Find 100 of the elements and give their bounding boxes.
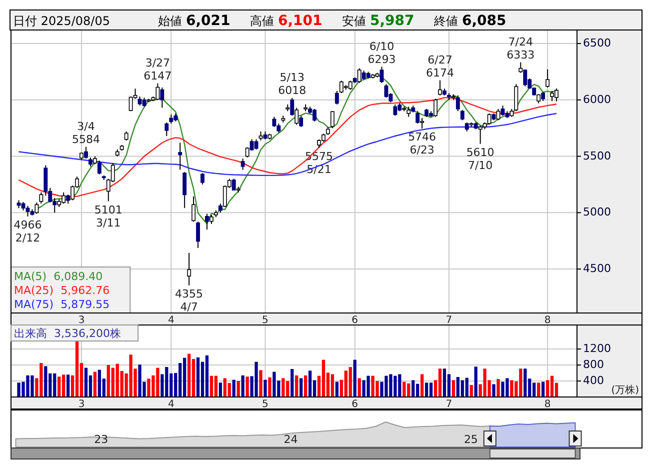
bar [492, 384, 496, 397]
bar [214, 376, 218, 397]
bar [546, 380, 550, 397]
bar [424, 382, 428, 397]
bar [264, 380, 267, 397]
bar [358, 378, 361, 397]
y-tick-label: 1200 [583, 342, 611, 356]
bar [429, 382, 433, 397]
bar [541, 382, 545, 397]
candlestick [182, 172, 187, 209]
x-tick-label: 7 [446, 399, 452, 410]
x-tick-label: 3 [78, 399, 85, 410]
bar [442, 368, 446, 397]
candlestick [192, 196, 196, 222]
bar [232, 380, 236, 397]
candlestick [124, 130, 128, 141]
x-tick-label: 5 [262, 315, 268, 326]
candlestick [416, 110, 420, 124]
candlestick [209, 214, 214, 224]
x-tick-label: 23 [94, 433, 108, 446]
annotation: 4966 2/12 [14, 218, 42, 244]
candlestick [258, 130, 263, 141]
text: MA(25) 5,962.76 [14, 284, 110, 297]
line-series [18, 112, 558, 176]
bar [465, 378, 468, 397]
candlestick [393, 104, 398, 116]
y-tick-label: 4500 [583, 262, 611, 276]
bar [268, 377, 272, 397]
candlestick [142, 97, 146, 108]
candlestick [546, 68, 550, 88]
candlestick [348, 80, 352, 90]
candlestick [380, 66, 384, 84]
x-tick-label: 8 [544, 315, 551, 326]
bar [335, 382, 338, 397]
x-tick-label: 6 [352, 399, 358, 410]
annotation: 5610 7/10 [466, 146, 494, 172]
annotation: 6/27 6174 [426, 53, 454, 80]
candlestick [438, 80, 442, 96]
bar [474, 366, 478, 397]
bar [66, 374, 70, 397]
y-tick-label: 400 [583, 374, 604, 388]
bar [295, 375, 298, 397]
text: 高値 6,101 [250, 13, 322, 29]
bar [322, 360, 326, 397]
candlestick [460, 110, 464, 121]
text: MA(5) 6,089.40 [14, 270, 103, 283]
bar [304, 375, 308, 397]
bar [537, 382, 540, 397]
candlestick [294, 107, 299, 126]
candlestick [254, 138, 258, 150]
candlestick [128, 96, 133, 112]
candlestick [456, 94, 460, 112]
annotation: 6/10 6293 [368, 40, 396, 66]
bar [330, 374, 334, 397]
bar [84, 368, 88, 397]
bar [353, 360, 356, 397]
text: 始値 6,021 [158, 13, 230, 29]
bar [196, 357, 200, 397]
x-tick-label: 24 [284, 433, 298, 446]
bar [348, 367, 352, 397]
annotation: 3/4 5584 [72, 120, 100, 146]
x-tick-label: 3 [78, 315, 85, 326]
annotation: 5101 3/11 [94, 203, 122, 230]
candlestick [200, 172, 204, 185]
text: 安値 5,987 [342, 13, 414, 29]
bar [412, 380, 415, 397]
bar [290, 369, 294, 397]
candlestick [138, 96, 142, 106]
y-tick-label: 5000 [583, 206, 611, 219]
bar [205, 355, 209, 397]
text: MA(75) 5,879.55 [14, 298, 110, 311]
text: 終値 6,085 [433, 13, 506, 29]
bar [300, 378, 303, 397]
bar [246, 376, 249, 397]
bar [44, 366, 48, 397]
candlestick [330, 110, 334, 129]
bar [58, 376, 61, 397]
bar [438, 368, 442, 397]
x-tick-label: 6 [352, 315, 358, 326]
candlestick [384, 84, 388, 98]
bar [259, 370, 262, 397]
bar [452, 380, 456, 397]
bar [470, 385, 473, 397]
x-tick-label: 7 [446, 315, 452, 326]
candlestick [434, 98, 438, 118]
candlestick [34, 202, 39, 214]
candlestick [272, 116, 276, 128]
annotation: 7/24 6333 [506, 35, 535, 62]
candlestick [39, 192, 44, 204]
x-tick-label: 4 [168, 399, 174, 410]
candlestick [487, 112, 492, 126]
candlestick [240, 158, 245, 170]
candlestick [178, 142, 182, 170]
y-tick-label: 6500 [583, 36, 611, 50]
bar [402, 382, 406, 397]
bar [241, 375, 244, 397]
bar [524, 368, 527, 397]
annotation: 4355 4/7 [175, 287, 204, 314]
candlestick [196, 221, 200, 248]
candlestick [334, 90, 339, 105]
